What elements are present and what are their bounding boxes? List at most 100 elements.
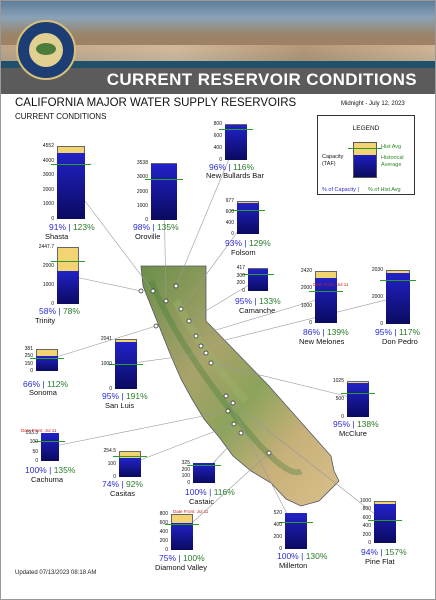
- axis-tick-label: 300: [236, 272, 245, 279]
- percent-labels: 58% | 78%: [39, 306, 80, 316]
- pct-separator: |: [320, 327, 327, 337]
- reservoir-bar-san-luis: [109, 339, 143, 389]
- axis-tick-label: 2000: [42, 186, 54, 193]
- seal-center: [29, 33, 63, 67]
- pct-capacity-label: 100%: [25, 465, 47, 475]
- axis-tick-label: 2420: [300, 268, 312, 274]
- axis-tick-label: 100: [29, 439, 38, 446]
- axis-tick-label: 1000: [136, 202, 148, 209]
- pct-hist-avg-label: 78%: [62, 306, 80, 316]
- percent-labels: 100% | 130%: [277, 551, 327, 561]
- axis-tick-label: 0: [30, 368, 33, 374]
- reservoir-bar-shasta: [51, 146, 91, 219]
- hist-avg-line: [51, 261, 85, 263]
- axis-tick-label: 200: [159, 538, 168, 544]
- axis-tick-label: 0: [187, 480, 190, 486]
- storage-fill: [171, 523, 193, 550]
- axis-tick-label: 200: [273, 534, 282, 540]
- leader-line: [188, 279, 259, 322]
- axis-tick-label: 400: [159, 529, 168, 535]
- reservoir-name-new-bullards-bar: New Bullards Bar: [206, 171, 264, 180]
- date-from-note: Date From: Jul 11: [313, 282, 349, 287]
- banner-title: CURRENT RESERVOIR CONDITIONS: [106, 70, 417, 89]
- report-date: Midnight - July 12, 2023: [341, 101, 405, 107]
- percent-labels: 96% | 116%: [209, 162, 254, 172]
- axis-tick-label: 0: [165, 547, 168, 553]
- axis-tick-label: 0: [242, 288, 245, 294]
- reservoir-location-marker: [223, 393, 229, 399]
- axis-tick-label: 200: [236, 280, 245, 287]
- axis-tick-label: 2000: [42, 263, 54, 269]
- reservoir-bar-trinity: [51, 247, 85, 304]
- axis-tick-label: 0: [145, 217, 148, 223]
- reservoir-name-folsom: Folsom: [231, 248, 256, 257]
- pct-separator: |: [119, 391, 126, 401]
- pct-hist-avg-label: 139%: [326, 327, 349, 337]
- pct-separator: |: [119, 479, 126, 489]
- hist-avg-line: [309, 290, 343, 292]
- axis-tick-label: 1000: [300, 302, 312, 309]
- storage-fill: [57, 270, 79, 304]
- axis-tick-label: 500: [335, 396, 344, 402]
- reservoir-name-trinity: Trinity: [35, 316, 56, 325]
- leader-line: [49, 410, 229, 448]
- reservoir-location-marker: [203, 350, 209, 356]
- percent-labels: 98% | 135%: [133, 222, 179, 232]
- reservoir-location-marker: [198, 343, 204, 349]
- pct-hist-avg-label: 129%: [248, 238, 271, 248]
- axis-tick-label: 800: [159, 511, 168, 517]
- axis-tick-label: 0: [113, 474, 116, 480]
- reservoir-location-marker: [208, 360, 214, 366]
- legend-pct-capacity: % of Capacity |: [322, 187, 359, 193]
- reservoir-location-marker: [153, 323, 159, 329]
- legend-capacity: Capacity (TAF): [322, 154, 344, 167]
- pct-capacity-label: 100%: [277, 551, 299, 561]
- axis-tick-label: 3000: [136, 174, 148, 181]
- reservoir-location-marker: [138, 288, 144, 294]
- leader-line: [180, 217, 249, 310]
- reservoir-name-cachuma: Cachuma: [31, 475, 64, 484]
- legend-hist-avg-line: [348, 148, 382, 149]
- percent-labels: 95% | 191%: [102, 391, 148, 401]
- legend-historical-average: Historical Average: [381, 155, 404, 168]
- leader-line: [210, 362, 359, 400]
- axis-tick-label: 325: [181, 460, 190, 466]
- pct-hist-avg-label: 157%: [384, 547, 407, 557]
- percent-labels: 100% | 135%: [25, 465, 75, 475]
- hist-avg-line: [380, 280, 416, 282]
- leader-line: [200, 296, 399, 347]
- leader-line: [181, 452, 270, 533]
- pct-capacity-label: 94%: [361, 547, 379, 557]
- percent-labels: 95% | 133%: [235, 296, 281, 306]
- storage-fill: [151, 164, 177, 220]
- axis-tick-label: 800: [213, 121, 222, 127]
- pct-capacity-label: 95%: [235, 296, 253, 306]
- pct-hist-avg-label: 135%: [156, 222, 179, 232]
- axis-tick-label: 1000: [359, 498, 371, 504]
- reservoir-name-san-luis: San Luis: [105, 401, 135, 410]
- legend-title: LEGEND: [352, 125, 380, 132]
- pct-capacity-label: 91%: [49, 222, 67, 232]
- reservoir-name-oroville: Oroville: [135, 232, 161, 241]
- legend-hist-avg: Hist Avg: [381, 144, 402, 150]
- reservoir-bar-millerton: [279, 513, 313, 549]
- storage-fill: [119, 457, 141, 477]
- pct-hist-avg-label: 133%: [258, 296, 281, 306]
- banner-title-bar: [1, 68, 435, 94]
- legend-box: LEGEND Hist Avg Capacity (TAF) Historica…: [317, 115, 415, 195]
- axis-tick-label: 1000: [42, 201, 54, 208]
- axis-tick-label: 417: [236, 265, 245, 271]
- reservoir-location-marker: [178, 306, 184, 312]
- axis-tick-label: 0: [109, 386, 112, 392]
- axis-tick-label: 0: [368, 540, 371, 546]
- date-from-note: Date From: Jul 11: [173, 509, 209, 514]
- pct-hist-avg-label: 92%: [125, 479, 143, 489]
- axis-tick-label: 2030: [371, 267, 383, 273]
- axis-tick-label: 800: [362, 506, 371, 513]
- axis-tick-label: 100: [181, 473, 190, 480]
- reservoir-name-new-melones: New Melones: [299, 337, 345, 346]
- reservoir-name-sonoma: Sonoma: [29, 388, 57, 397]
- axis-tick-label: 193.3: [25, 430, 38, 436]
- axis-tick-label: 2447.7: [38, 244, 54, 250]
